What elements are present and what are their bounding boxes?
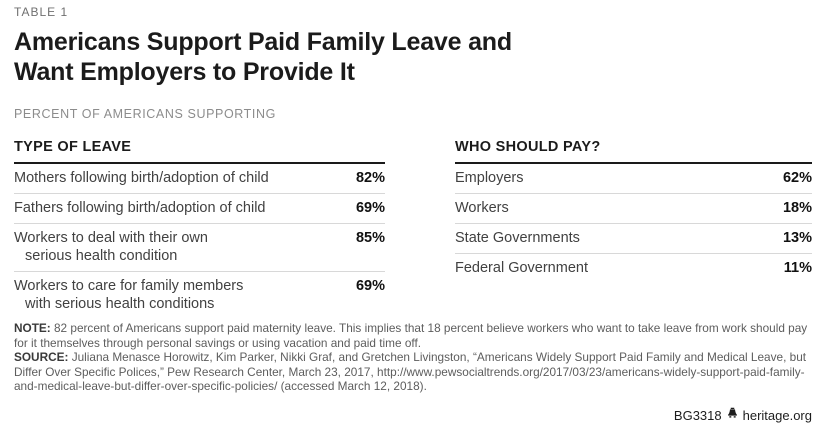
row-value: 82%	[355, 170, 385, 186]
row-value: 69%	[355, 278, 385, 294]
row-value: 62%	[782, 170, 812, 186]
table-row: Employers 62%	[455, 164, 812, 194]
tables-container: TYPE OF LEAVE Mothers following birth/ad…	[14, 139, 812, 319]
page-subtitle: PERCENT OF AMERICANS SUPPORTING	[14, 107, 276, 121]
row-label: Federal Government	[455, 260, 588, 276]
document-id: BG3318	[673, 407, 722, 423]
row-label: Fathers following birth/adoption of chil…	[14, 200, 266, 216]
row-value: 13%	[782, 230, 812, 246]
table-row: Mothers following birth/adoption of chil…	[14, 164, 385, 194]
page-title-line1: Americans Support Paid Family Leave and	[14, 28, 512, 56]
row-label: Mothers following birth/adoption of chil…	[14, 170, 269, 186]
source-text: Juliana Menasce Horowitz, Kim Parker, Ni…	[14, 350, 807, 394]
row-value: 18%	[782, 200, 812, 216]
source-label: SOURCE:	[14, 350, 69, 365]
row-label: Workers to deal with their own serious h…	[14, 230, 208, 264]
row-label: Workers	[455, 200, 509, 216]
note-label: NOTE:	[14, 321, 51, 335]
heritage-bell-icon	[726, 407, 739, 423]
table-type-of-leave: TYPE OF LEAVE Mothers following birth/ad…	[14, 139, 385, 319]
table-row: State Governments 13%	[455, 224, 812, 254]
table-header-type-of-leave: TYPE OF LEAVE	[14, 139, 385, 164]
table-row: Fathers following birth/adoption of chil…	[14, 194, 385, 224]
table-row: Workers to care for family members with …	[14, 272, 385, 319]
table-number-kicker: TABLE 1	[14, 5, 69, 19]
page-title-line2: Want Employers to Provide It	[14, 58, 355, 86]
site-name: heritage.org	[742, 407, 812, 423]
row-value: 69%	[355, 200, 385, 216]
table-who-should-pay: WHO SHOULD PAY? Employers 62% Workers 18…	[455, 139, 812, 319]
row-label: Workers to care for family members with …	[14, 278, 244, 312]
row-label: Employers	[455, 170, 524, 186]
table-row: Workers 18%	[455, 194, 812, 224]
page-title: Americans Support Paid Family Leave and …	[14, 27, 512, 87]
row-value: 11%	[783, 260, 812, 276]
table-row: Workers to deal with their own serious h…	[14, 224, 385, 272]
row-label: State Governments	[455, 230, 580, 246]
note-text: 82 percent of Americans support paid mat…	[14, 321, 808, 350]
note-source-block: NOTE: 82 percent of Americans support pa…	[14, 321, 811, 394]
footer-credit: BG3318 heritage.org	[674, 407, 812, 423]
row-value: 85%	[355, 230, 385, 246]
note-paragraph: NOTE: 82 percent of Americans support pa…	[14, 321, 811, 350]
source-paragraph: SOURCE: Juliana Menasce Horowitz, Kim Pa…	[14, 350, 811, 394]
table-row: Federal Government 11%	[455, 254, 812, 283]
table-header-who-should-pay: WHO SHOULD PAY?	[455, 139, 812, 164]
